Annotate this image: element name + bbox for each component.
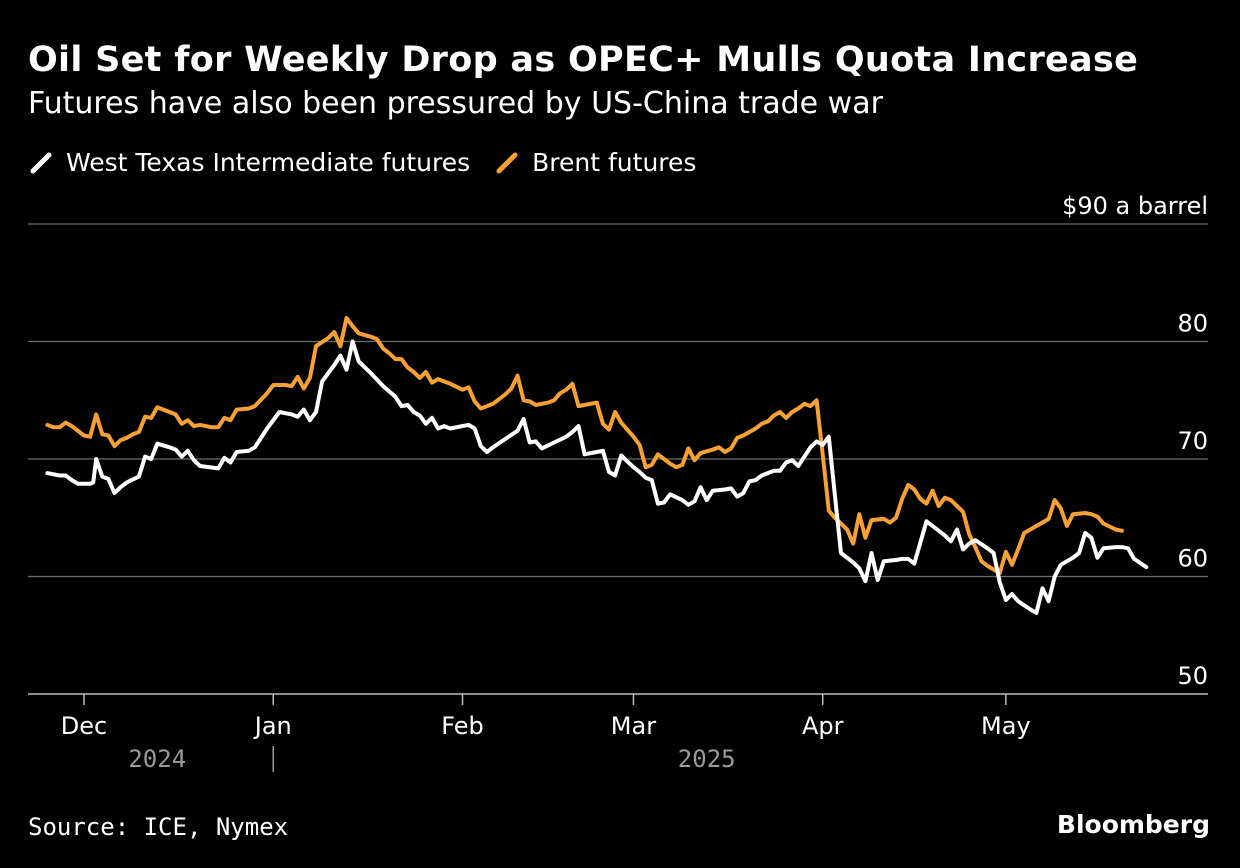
x-tick-label-feb: Feb: [441, 712, 484, 740]
chart-title: Oil Set for Weekly Drop as OPEC+ Mulls Q…: [28, 40, 1139, 80]
x-tick-label-apr: Apr: [802, 712, 844, 740]
bloomberg-logo: Bloomberg: [1056, 810, 1210, 839]
series-line-wti: [45, 339, 1149, 615]
y-tick-label-60: 60: [1177, 545, 1208, 573]
year-label-2025: 2025: [678, 745, 736, 773]
source-note: Source: ICE, Nymex: [28, 813, 289, 841]
x-tick-label-mar: Mar: [611, 712, 656, 740]
legend-item-brent: Brent futures: [496, 148, 696, 177]
x-tick-label-may: May: [981, 712, 1031, 740]
legend-swatch-brent-icon: [496, 152, 518, 173]
y-tick-label-50: 50: [1177, 662, 1208, 690]
series-line-brent: [45, 316, 1124, 575]
chart-subtitle: Futures have also been pressured by US-C…: [28, 86, 883, 121]
y-tick-label-80: 80: [1177, 310, 1208, 338]
y-tick-label-70: 70: [1177, 427, 1208, 455]
y-tick-label-90: $90 a barrel: [1062, 192, 1208, 220]
legend-label-wti: West Texas Intermediate futures: [66, 148, 471, 177]
legend-item-wti: West Texas Intermediate futures: [30, 148, 470, 177]
legend: West Texas Intermediate futures Brent fu…: [30, 148, 722, 177]
year-label-2024: 2024: [128, 745, 186, 773]
x-tick-label-jan: Jan: [253, 712, 292, 740]
legend-label-brent: Brent futures: [532, 148, 697, 177]
x-tick-label-dec: Dec: [61, 712, 107, 740]
legend-swatch-wti-icon: [30, 152, 52, 173]
